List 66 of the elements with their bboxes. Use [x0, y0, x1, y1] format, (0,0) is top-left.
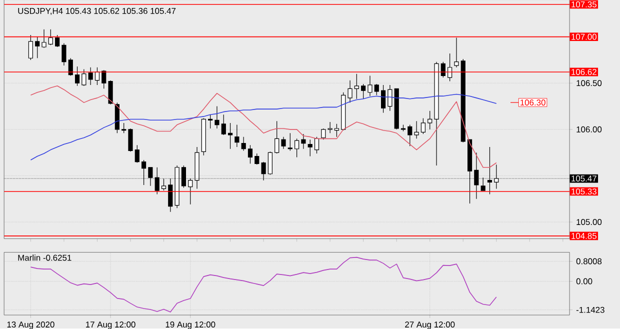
ref-line-label: 104.85 — [572, 233, 596, 240]
candlestick — [428, 110, 432, 130]
candlestick — [454, 38, 459, 68]
candlestick — [114, 102, 120, 134]
candlestick — [88, 67, 93, 86]
y-tick-label: 106.50 — [576, 80, 602, 86]
candlestick — [214, 106, 220, 130]
candlestick — [308, 140, 312, 157]
candlestick — [221, 114, 226, 136]
candlestick — [354, 74, 359, 100]
candlestick — [368, 76, 372, 97]
candlestick — [361, 84, 366, 100]
candlestick — [134, 145, 140, 164]
ref-line-label: 107.35 — [572, 2, 596, 8]
candlestick — [122, 122, 126, 134]
candlestick — [301, 134, 306, 150]
candlestick — [48, 29, 53, 46]
candlestick — [68, 58, 73, 76]
candlestick — [448, 53, 452, 82]
text: USDJPY,H4 105.43 105.62 105.36 105.47 — [18, 8, 176, 16]
candlestick — [321, 128, 326, 140]
candlestick — [201, 118, 206, 156]
candlestick — [28, 34, 33, 60]
candlestick — [420, 118, 426, 135]
candlestick — [62, 43, 66, 66]
y-tick-label: 106.00 — [576, 126, 602, 133]
candlestick — [414, 121, 419, 140]
candlestick — [400, 124, 406, 132]
y-tick-label: 0.00 — [576, 278, 592, 285]
ref-line-label: 107.00 — [572, 34, 596, 40]
candlestick — [434, 62, 439, 166]
candlestick — [234, 124, 240, 148]
candlestick — [248, 145, 253, 164]
y-tick-label: 0.8008 — [576, 258, 602, 265]
candlestick — [374, 84, 379, 96]
candlestick — [294, 138, 300, 158]
ref-line-label: 105.33 — [572, 188, 596, 195]
candlestick — [241, 136, 246, 152]
candlestick — [341, 92, 346, 131]
candlestick — [314, 136, 320, 154]
candlestick — [334, 124, 340, 138]
y-tick-label: -1.1423 — [576, 307, 604, 314]
text: 106.30 — [520, 100, 546, 106]
candlestick — [35, 36, 40, 59]
candlestick — [394, 88, 399, 130]
candlestick — [228, 122, 233, 150]
candlestick — [328, 122, 332, 134]
candlestick — [108, 80, 113, 105]
candlestick — [268, 152, 272, 176]
candlestick — [380, 84, 386, 114]
ref-line-label: 106.62 — [572, 69, 596, 76]
candlestick — [408, 124, 412, 147]
candlestick — [42, 29, 46, 48]
candlestick — [388, 84, 392, 112]
y-tick-label: 105.00 — [576, 219, 602, 226]
candlestick — [82, 69, 86, 86]
candlestick — [55, 34, 60, 48]
candlestick — [128, 128, 133, 152]
candlestick — [254, 153, 260, 166]
ref-line-label: 105.47 — [572, 176, 596, 182]
candlestick — [74, 66, 80, 86]
candlestick — [348, 80, 352, 104]
candlestick — [281, 136, 286, 150]
candlestick — [460, 58, 466, 143]
candlestick — [274, 121, 280, 154]
chart-title: Marlin -0.6251 — [18, 254, 72, 261]
